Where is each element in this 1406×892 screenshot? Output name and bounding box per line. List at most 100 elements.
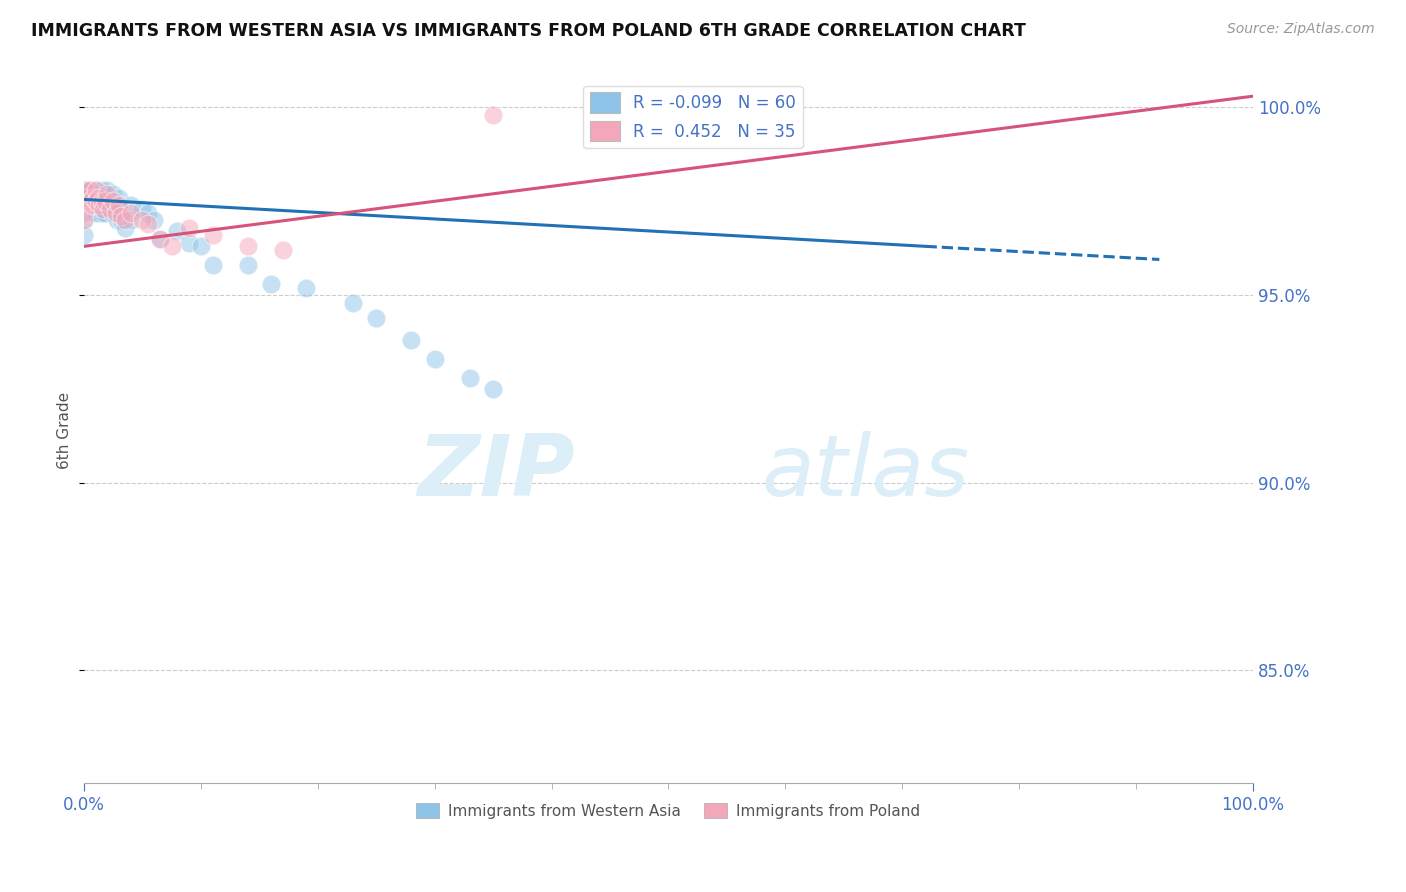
Point: [73, 198, 96, 212]
Point: [190, 239, 212, 253]
Point: [76, 190, 98, 204]
Point: [87, 190, 110, 204]
Point: [79, 194, 101, 209]
Point: [90, 183, 112, 197]
Point: [136, 205, 159, 219]
Point: [80, 194, 103, 209]
Point: [77, 205, 100, 219]
Point: [482, 108, 505, 122]
Point: [73, 183, 96, 197]
Point: [82, 205, 104, 219]
Point: [179, 220, 201, 235]
Point: [73, 205, 96, 219]
Point: [94, 205, 117, 219]
Point: [104, 205, 127, 219]
Point: [114, 220, 136, 235]
Point: [103, 186, 125, 201]
Point: [342, 295, 364, 310]
Point: [96, 186, 118, 201]
Point: [110, 209, 132, 223]
Point: [82, 202, 104, 216]
Point: [84, 205, 107, 219]
Point: [271, 243, 294, 257]
Point: [103, 198, 125, 212]
Point: [90, 202, 112, 216]
Point: [108, 198, 131, 212]
Point: [77, 194, 100, 209]
Point: [89, 194, 111, 209]
Point: [91, 205, 114, 219]
Text: ZIP: ZIP: [418, 431, 575, 514]
Legend: Immigrants from Western Asia, Immigrants from Poland: Immigrants from Western Asia, Immigrants…: [411, 797, 927, 825]
Point: [98, 198, 121, 212]
Point: [84, 194, 107, 209]
Point: [76, 190, 98, 204]
Point: [260, 277, 283, 291]
Point: [131, 202, 153, 216]
Point: [73, 228, 96, 243]
Point: [87, 198, 110, 212]
Point: [84, 183, 107, 197]
Point: [84, 190, 107, 204]
Point: [84, 198, 107, 212]
Point: [96, 183, 118, 197]
Point: [82, 194, 104, 209]
Point: [120, 213, 142, 227]
Point: [482, 382, 505, 396]
Point: [236, 258, 259, 272]
Y-axis label: 6th Grade: 6th Grade: [58, 392, 72, 469]
Point: [120, 198, 142, 212]
Point: [149, 232, 172, 246]
Point: [94, 194, 117, 209]
Point: [82, 190, 104, 204]
Point: [143, 213, 166, 227]
Point: [89, 198, 111, 212]
Point: [366, 310, 388, 325]
Point: [160, 239, 183, 253]
Text: atlas: atlas: [762, 431, 970, 514]
Point: [105, 213, 128, 227]
Point: [73, 194, 96, 209]
Point: [201, 258, 224, 272]
Point: [89, 205, 111, 219]
Point: [80, 198, 103, 212]
Point: [236, 239, 259, 253]
Point: [90, 194, 112, 209]
Text: Source: ZipAtlas.com: Source: ZipAtlas.com: [1227, 22, 1375, 37]
Point: [73, 213, 96, 227]
Point: [98, 202, 121, 216]
Point: [82, 198, 104, 212]
Point: [458, 370, 481, 384]
Point: [136, 217, 159, 231]
Point: [93, 198, 115, 212]
Point: [295, 280, 318, 294]
Point: [75, 183, 97, 197]
Point: [201, 228, 224, 243]
Point: [73, 183, 96, 197]
Point: [101, 205, 124, 219]
Point: [84, 183, 107, 197]
Point: [179, 235, 201, 250]
Point: [73, 213, 96, 227]
Point: [114, 213, 136, 227]
Point: [103, 194, 125, 209]
Point: [166, 224, 188, 238]
Point: [87, 190, 110, 204]
Point: [90, 190, 112, 204]
Point: [401, 333, 423, 347]
Point: [131, 213, 153, 227]
Point: [108, 190, 131, 204]
Point: [96, 194, 118, 209]
Point: [73, 190, 96, 204]
Point: [79, 183, 101, 197]
Point: [120, 205, 142, 219]
Text: IMMIGRANTS FROM WESTERN ASIA VS IMMIGRANTS FROM POLAND 6TH GRADE CORRELATION CHA: IMMIGRANTS FROM WESTERN ASIA VS IMMIGRAN…: [31, 22, 1026, 40]
Point: [79, 183, 101, 197]
Point: [91, 202, 114, 216]
Point: [423, 351, 446, 366]
Point: [104, 205, 127, 219]
Point: [75, 183, 97, 197]
Point: [73, 205, 96, 219]
Point: [149, 232, 172, 246]
Point: [110, 213, 132, 227]
